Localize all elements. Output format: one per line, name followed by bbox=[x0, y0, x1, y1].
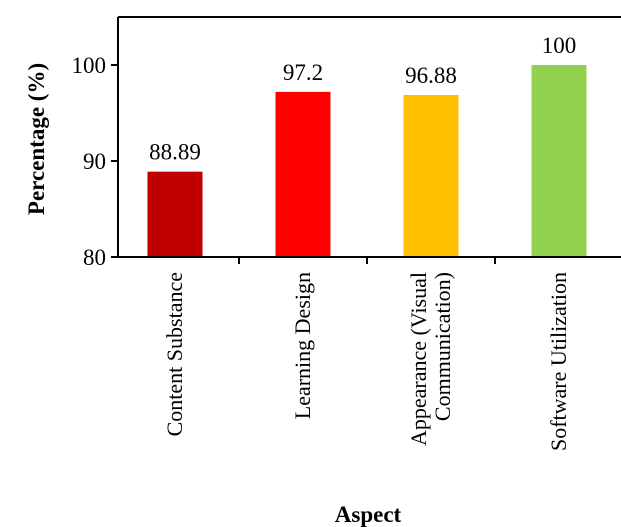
category-label: Software Utilization bbox=[546, 272, 571, 451]
data-label: 97.2 bbox=[283, 60, 323, 85]
x-axis-title: Aspect bbox=[335, 502, 402, 527]
bar bbox=[275, 91, 331, 257]
category-label: Appearance (VisualCommunication) bbox=[406, 272, 455, 446]
category-label-line: Communication) bbox=[430, 272, 455, 421]
bar bbox=[147, 171, 203, 257]
y-tick-label: 90 bbox=[83, 149, 106, 174]
data-label: 96.88 bbox=[405, 63, 457, 88]
category-label: Content Substance bbox=[162, 272, 187, 436]
data-labels-group: 88.89 97.2 96.88 100 bbox=[149, 33, 576, 165]
y-tick-label: 100 bbox=[72, 53, 107, 78]
y-axis-title: Percentage (%) bbox=[24, 63, 49, 215]
category-label-line: Learning Design bbox=[290, 272, 315, 419]
category-label: Learning Design bbox=[290, 272, 315, 419]
bars-group bbox=[147, 65, 587, 258]
category-labels-group: Content Substance Learning Design Appearan… bbox=[162, 272, 571, 451]
y-tick-label: 80 bbox=[83, 245, 106, 270]
y-ticks-group: 80 90 100 bbox=[72, 53, 118, 270]
category-label-line: Content Substance bbox=[162, 272, 187, 436]
category-label-line: Appearance (Visual bbox=[406, 272, 431, 446]
axes-group bbox=[117, 16, 621, 258]
bar bbox=[403, 94, 459, 258]
data-label: 100 bbox=[542, 33, 577, 58]
data-label: 88.89 bbox=[149, 140, 201, 165]
x-ticks-group bbox=[238, 257, 496, 264]
bar bbox=[531, 65, 587, 257]
category-label-line: Software Utilization bbox=[546, 272, 571, 451]
